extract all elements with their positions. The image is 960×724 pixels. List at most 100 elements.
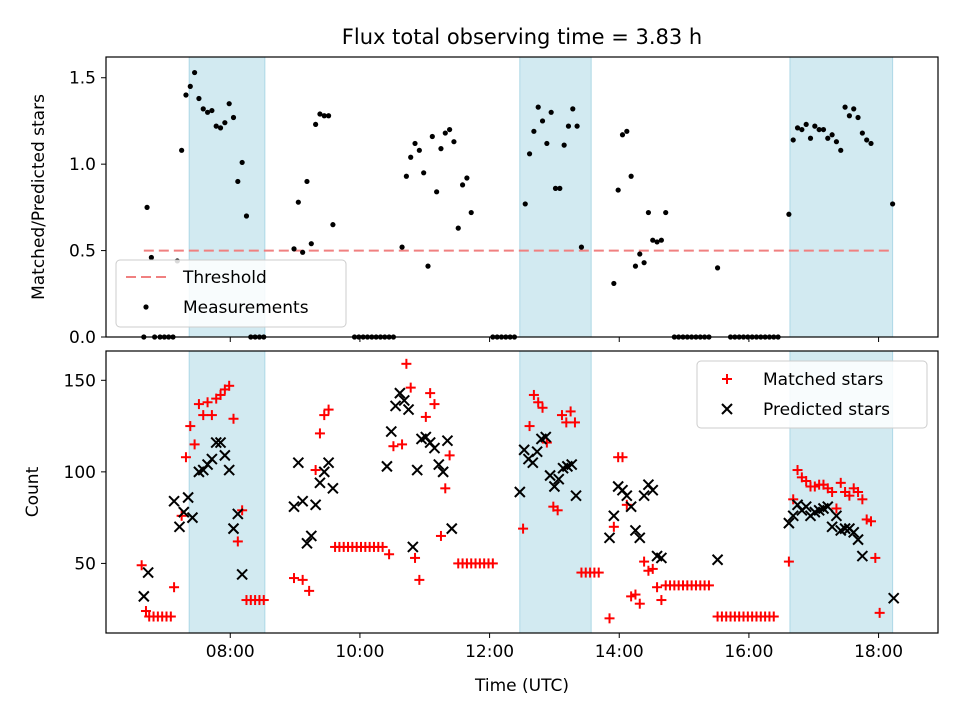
matched-point [827, 487, 838, 497]
measurement-point [144, 204, 150, 210]
measurement-point [416, 147, 422, 153]
matched-point [258, 595, 269, 606]
matched-point [630, 589, 641, 600]
measurement-point [570, 106, 576, 112]
matched-point [656, 595, 667, 606]
matched-point [435, 530, 446, 541]
predicted-point [887, 592, 900, 604]
predicted-point-b [783, 517, 795, 529]
predicted-point [826, 521, 838, 533]
predicted-point [227, 522, 240, 535]
matched-point [410, 552, 421, 563]
predicted-point-b [327, 482, 339, 495]
measurement-point [829, 132, 835, 138]
matched-point [537, 402, 548, 413]
predicted-point [309, 499, 322, 511]
predicted-point-b [514, 486, 526, 498]
predicted-point [603, 532, 616, 544]
predicted-point-b [647, 484, 659, 496]
measurement-point [317, 111, 323, 117]
predicted-point-b [305, 530, 318, 542]
measurement-point [548, 109, 554, 115]
legend-box [115, 259, 347, 328]
measurement-point [399, 244, 405, 250]
predicted-point-b [553, 473, 565, 485]
predicted-point-b [655, 552, 668, 564]
measurement-point [403, 173, 409, 179]
measurement-point [522, 201, 528, 207]
predicted-point [407, 541, 419, 553]
predicted-point-b [544, 469, 556, 482]
measurement-point [615, 187, 621, 193]
measurement-point [148, 254, 154, 261]
predicted-point-b [428, 442, 441, 454]
predicted-point-b [223, 464, 235, 476]
measurement-point [574, 123, 580, 129]
matched-point [617, 452, 628, 463]
predicted-point-b [210, 436, 222, 449]
predicted-point [856, 550, 869, 562]
y-tick-label: 0.0 [69, 328, 96, 348]
measurement-point [243, 213, 250, 219]
predicted-point [394, 387, 406, 399]
predicted-point [305, 530, 318, 542]
predicted-point-b [608, 510, 620, 522]
measurement-point [833, 139, 840, 145]
measurement-point [213, 123, 219, 129]
measurement-point [196, 95, 202, 102]
x-tick-label: 18:00 [854, 642, 903, 662]
measurement-point [325, 113, 332, 119]
legend-predicted-swatch [721, 403, 733, 415]
predicted-point [318, 466, 330, 478]
predicted-point-b [301, 537, 313, 549]
predicted-point [186, 511, 199, 524]
matched-point [647, 563, 658, 574]
predicted-point-b [288, 500, 300, 513]
predicted-point [381, 460, 393, 473]
matched-point [639, 556, 650, 567]
matched-point [206, 410, 217, 421]
predicted-point [314, 477, 326, 489]
measurement-point [447, 126, 453, 133]
legend: Matched stars Predicted stars [696, 360, 928, 429]
predicted-point-b [621, 489, 633, 502]
measurement-point [295, 199, 301, 205]
matched-point [319, 410, 330, 421]
matched-point [202, 397, 213, 408]
predicted-point [428, 442, 441, 454]
matched-point [569, 417, 580, 428]
x-axis-label: Time (UTC) [474, 676, 569, 696]
measurement-point [217, 125, 224, 131]
predicted-point [402, 403, 415, 416]
predicted-point-b [826, 521, 838, 533]
matched-point [323, 404, 334, 415]
axes-frame [105, 56, 939, 338]
predicted-point-b [711, 554, 724, 566]
predicted-point-b [309, 499, 322, 511]
predicted-point-b [638, 489, 650, 502]
predicted-point [446, 522, 458, 535]
measurement-point [412, 140, 418, 147]
predicted-point-b [839, 522, 851, 535]
matched-point [552, 505, 563, 516]
matched-point [185, 421, 196, 432]
measurement-point [820, 126, 827, 133]
measurement-point [714, 265, 721, 271]
predicted-point [852, 533, 864, 546]
measurement-point [455, 225, 461, 231]
measurement-point [308, 241, 314, 247]
predicted-point-b [232, 508, 244, 520]
predicted-point-b [856, 550, 869, 562]
measurement-point [222, 120, 228, 126]
x-tick-label: 16:00 [724, 642, 773, 662]
predicted-point-b [318, 466, 330, 478]
matched-point [405, 382, 416, 393]
predicted-point [783, 517, 795, 529]
measurement-point [842, 104, 848, 110]
predicted-point [830, 510, 843, 522]
matched-point [866, 516, 877, 527]
matched-point [180, 452, 191, 463]
matched-point [835, 477, 846, 488]
predicted-point-b [540, 431, 552, 443]
